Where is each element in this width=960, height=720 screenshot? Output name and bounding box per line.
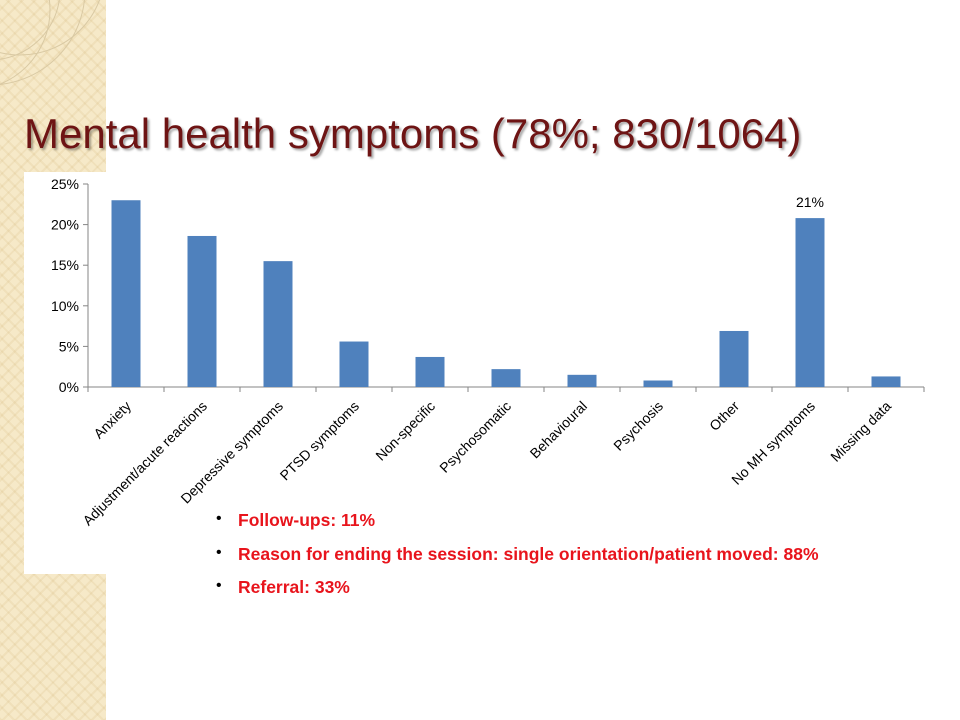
x-category-label: PTSD symptoms <box>277 398 363 484</box>
y-tick-label: 25% <box>51 176 79 192</box>
x-category-label: Psychosomatic <box>436 398 514 476</box>
x-category-label: No MH symptoms <box>728 398 818 488</box>
bar-1 <box>187 235 217 387</box>
summary-notes: • Follow-ups: 11% • Reason for ending the … <box>214 510 819 611</box>
bar-8 <box>719 330 749 387</box>
note-text: Reason for ending the session: single or… <box>238 543 819 564</box>
bar-3 <box>339 341 369 387</box>
note-text: Follow-ups: 11% <box>238 510 376 530</box>
y-tick-label: 10% <box>51 298 79 314</box>
bullet-icon: • <box>216 543 222 561</box>
x-category-label: Other <box>706 398 742 434</box>
bar-5 <box>491 369 521 387</box>
bar-chart: 0% 5% 10% 15% 20% 25% AnxietyAdjustment/acute … <box>51 176 925 529</box>
slide-title: Mental health symptoms (78%; 830/1064) <box>24 110 802 157</box>
x-category-label: Psychosis <box>610 398 666 454</box>
note-referral: • Referral: 33% <box>214 577 819 598</box>
y-tick-label: 0% <box>59 379 79 395</box>
bar-0 <box>111 200 141 387</box>
bar-data-label: 21% <box>796 194 824 210</box>
bar-4 <box>415 356 445 387</box>
bar-9 <box>795 218 825 387</box>
y-tick-label: 15% <box>51 257 79 273</box>
x-category-label: Behavioural <box>527 398 591 462</box>
bar-10 <box>871 376 901 387</box>
bar-2 <box>263 261 293 387</box>
chart-area: 0% 5% 10% 15% 20% 25% Anxiety Adjustment/acute … <box>24 172 944 574</box>
x-category-label: Non-specific <box>372 398 438 464</box>
y-tick-label: 5% <box>59 338 79 354</box>
y-tick-label: 20% <box>51 217 79 233</box>
note-reason-ending: • Reason for ending the session: single o… <box>214 544 819 565</box>
corner-arcs-decoration <box>0 0 101 85</box>
x-category-label: Missing data <box>827 398 894 465</box>
x-category-label: Anxiety <box>90 398 134 442</box>
bar-7 <box>643 380 673 387</box>
bullet-icon: • <box>216 510 222 527</box>
bar-6 <box>567 374 597 387</box>
note-follow-ups: • Follow-ups: 11% <box>214 510 819 531</box>
note-text: Referral: 33% <box>238 577 350 597</box>
bullet-icon: • <box>216 577 222 594</box>
x-category-label: Adjustment/acute reactions <box>79 398 210 529</box>
